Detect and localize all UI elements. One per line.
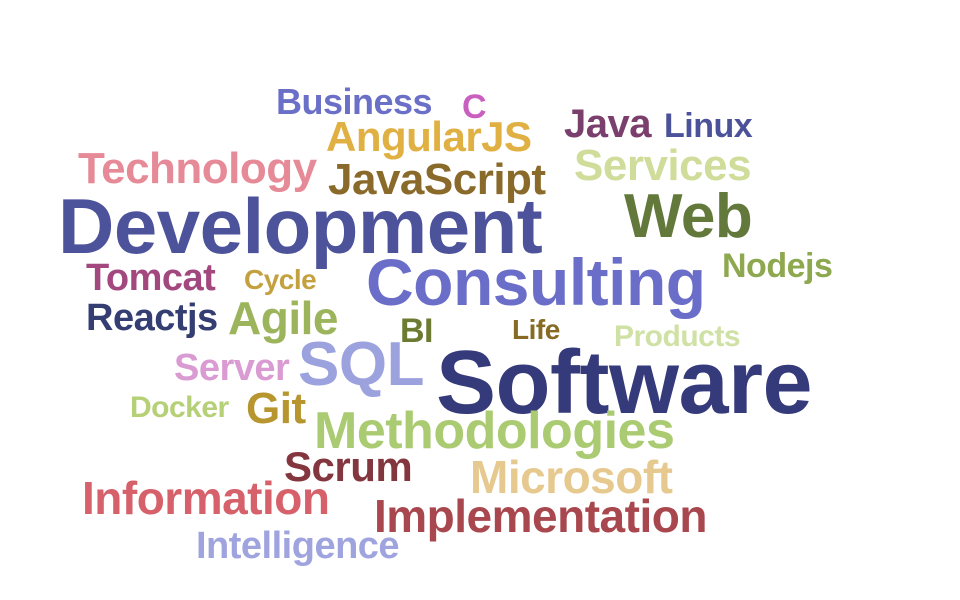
word-intelligence: Intelligence <box>196 525 400 567</box>
word-nodejs: Nodejs <box>722 247 833 285</box>
word-cycle: Cycle <box>244 264 317 295</box>
word-tomcat: Tomcat <box>86 257 216 299</box>
word-agile: Agile <box>228 292 338 344</box>
word-reactjs: Reactjs <box>86 297 218 339</box>
word-methodologies: Methodologies <box>314 402 675 460</box>
word-business: Business <box>276 81 433 122</box>
word-information: Information <box>82 472 330 524</box>
word-java: Java <box>564 102 651 146</box>
word-implementation: Implementation <box>374 490 707 542</box>
word-docker: Docker <box>130 391 229 424</box>
word-scrum: Scrum <box>284 443 413 490</box>
word-life: Life <box>512 314 560 345</box>
word-services: Services <box>574 141 752 190</box>
word-microsoft: Microsoft <box>470 451 673 503</box>
word-products: Products <box>614 320 741 353</box>
word-javascript: JavaScript <box>328 155 546 204</box>
word-consulting: Consulting <box>366 245 706 319</box>
word-git: Git <box>246 384 306 433</box>
word-sql: SQL <box>298 330 424 399</box>
word-server: Server <box>174 347 290 389</box>
word-linux: Linux <box>664 107 753 145</box>
word-bi: BI <box>400 312 434 350</box>
word-development: Development <box>58 182 543 270</box>
word-web: Web <box>624 182 753 251</box>
word-angularjs: AngularJS <box>326 113 532 160</box>
word-technology: Technology <box>78 144 317 193</box>
word-c: C <box>462 88 487 126</box>
word-software: Software <box>436 333 813 433</box>
